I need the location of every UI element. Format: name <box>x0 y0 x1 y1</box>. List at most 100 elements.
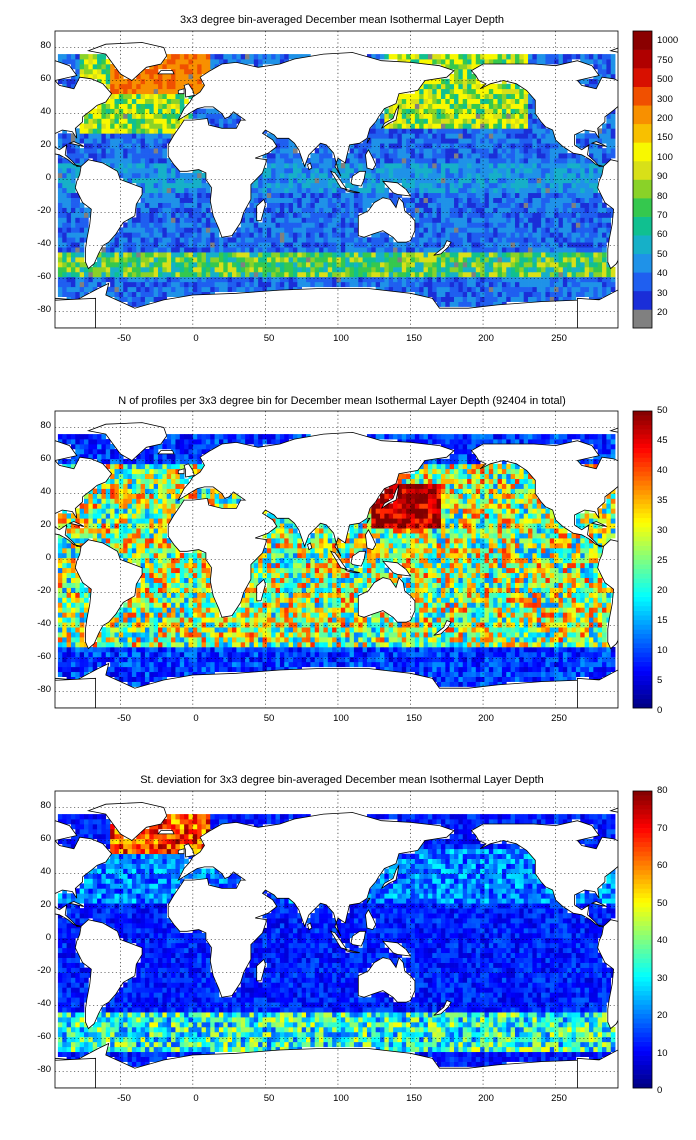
heatmap-cell <box>597 217 603 223</box>
heatmap-cell <box>436 93 442 99</box>
heatmap-cell <box>123 138 128 144</box>
heatmap-cell <box>493 666 498 673</box>
heatmap-cell <box>501 123 507 129</box>
heatmap-cell <box>475 266 481 273</box>
heatmap-cell <box>545 207 551 213</box>
heatmap-cell <box>131 217 137 223</box>
heatmap-cell <box>75 153 81 159</box>
heatmap-cell <box>245 666 250 673</box>
heatmap-cell <box>262 262 268 268</box>
heatmap-cell <box>541 666 546 673</box>
heatmap-cell <box>62 59 67 65</box>
heatmap-cell <box>606 266 612 273</box>
heatmap-cell <box>584 133 590 139</box>
heatmap-cell <box>558 212 564 218</box>
heatmap-cell <box>440 207 446 213</box>
heatmap-cell <box>588 78 594 85</box>
heatmap-cell <box>175 64 181 70</box>
heatmap-cell <box>97 128 102 134</box>
heatmap-cell <box>266 252 272 258</box>
heatmap-cell <box>597 252 603 258</box>
heatmap-cell <box>62 172 67 179</box>
heatmap-cell <box>549 276 555 283</box>
heatmap-cell <box>275 148 281 154</box>
heatmap-cell <box>214 118 220 124</box>
heatmap-cell <box>436 242 442 248</box>
heatmap-cell <box>114 123 120 129</box>
heatmap-cell <box>240 232 246 238</box>
heatmap-cell <box>88 281 94 288</box>
heatmap-cell <box>105 138 111 144</box>
heatmap-cell <box>427 252 433 258</box>
heatmap-cell <box>144 68 150 75</box>
heatmap-cell <box>175 83 181 90</box>
heatmap-cell <box>410 197 416 203</box>
heatmap-cell <box>249 182 255 189</box>
heatmap-cell <box>158 661 163 668</box>
heatmap-cell <box>75 262 81 268</box>
heatmap-cell <box>449 182 455 189</box>
heatmap-cell <box>475 123 481 129</box>
heatmap-cell <box>192 182 198 189</box>
heatmap-cell <box>414 257 420 263</box>
heatmap-cell <box>545 148 551 154</box>
heatmap-cell <box>493 232 498 238</box>
heatmap-cell <box>149 262 155 268</box>
heatmap-cell <box>179 59 185 65</box>
heatmap-cell <box>523 202 529 208</box>
heatmap-cell <box>192 192 198 198</box>
heatmap-cell <box>610 271 616 278</box>
heatmap-cell <box>236 252 242 258</box>
heatmap-cell <box>519 118 525 124</box>
heatmap-cell <box>406 207 411 213</box>
heatmap-cell <box>332 187 337 194</box>
heatmap-cell <box>184 266 189 273</box>
heatmap-cell <box>514 262 520 268</box>
heatmap-cell <box>184 64 189 70</box>
heatmap-cell <box>488 98 494 104</box>
heatmap-cell <box>567 182 572 189</box>
heatmap-cell <box>306 182 311 189</box>
heatmap-cell <box>427 192 433 198</box>
heatmap-cell <box>580 266 585 273</box>
heatmap-cell <box>105 118 111 124</box>
heatmap-cell <box>432 118 437 124</box>
heatmap-cell <box>153 207 159 213</box>
heatmap-cell <box>314 172 320 179</box>
heatmap-cell <box>484 207 490 213</box>
heatmap-cell <box>162 153 168 159</box>
heatmap-cell <box>558 296 564 302</box>
heatmap-cell <box>136 661 141 668</box>
heatmap-cell <box>528 227 533 233</box>
heatmap-cell <box>336 207 342 213</box>
heatmap-cell <box>488 172 494 179</box>
heatmap-cell <box>397 93 403 99</box>
heatmap-cell <box>488 661 494 668</box>
heatmap-cell <box>480 108 485 114</box>
heatmap-cell <box>345 262 350 268</box>
heatmap-cell <box>158 163 163 169</box>
heatmap-cell <box>475 172 481 179</box>
heatmap-cell <box>471 202 477 208</box>
heatmap-cell <box>471 296 477 302</box>
heatmap-cell <box>406 252 411 258</box>
heatmap-cell <box>297 182 303 189</box>
heatmap-cell <box>562 291 568 297</box>
heatmap-cell <box>480 182 485 189</box>
heatmap-cell <box>201 286 207 293</box>
heatmap-cell <box>532 262 538 268</box>
coastline <box>86 42 168 81</box>
heatmap-cell <box>436 118 442 124</box>
heatmap-cell <box>541 138 546 144</box>
heatmap-cell <box>506 192 511 198</box>
heatmap-cell <box>123 232 128 238</box>
heatmap-cell <box>419 262 424 268</box>
heatmap-cell <box>458 158 464 164</box>
heatmap-cell <box>131 666 137 673</box>
heatmap-cell <box>593 167 599 174</box>
heatmap-cell <box>123 266 128 273</box>
heatmap-cell <box>419 103 424 109</box>
heatmap-cell <box>323 281 329 288</box>
heatmap-cell <box>536 271 542 278</box>
heatmap-cell <box>423 177 429 184</box>
